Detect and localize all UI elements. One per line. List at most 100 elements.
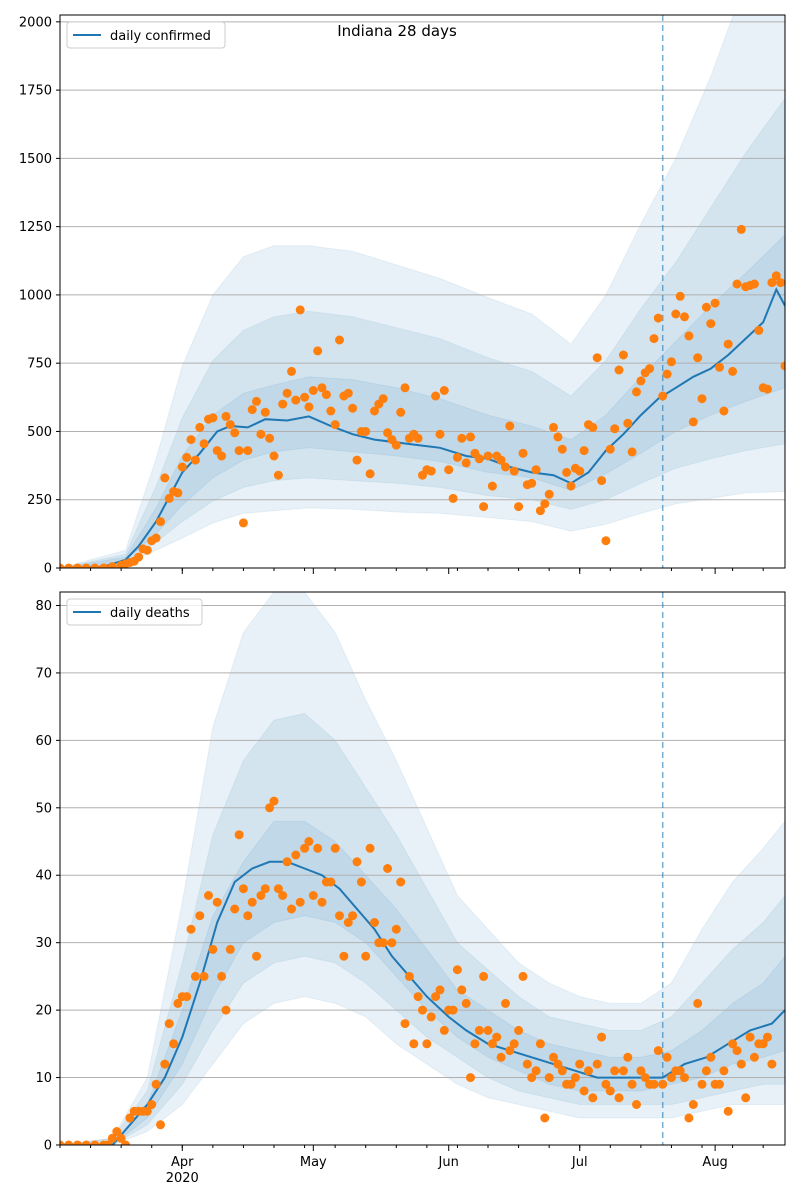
observed-point xyxy=(112,1127,122,1136)
observed-point xyxy=(527,478,537,488)
observed-point xyxy=(666,1073,676,1083)
observed-point xyxy=(653,1046,663,1056)
observed-point xyxy=(723,339,733,349)
observed-point xyxy=(352,455,362,465)
observed-point xyxy=(269,796,279,806)
observed-point xyxy=(234,830,244,840)
observed-point xyxy=(107,1133,117,1143)
observed-point xyxy=(601,536,611,546)
observed-point xyxy=(370,918,379,927)
observed-point xyxy=(693,353,703,363)
observed-point xyxy=(378,938,388,948)
plot-area xyxy=(60,592,785,1145)
observed-point xyxy=(409,1039,419,1049)
y-tick-label: 1250 xyxy=(19,220,52,235)
observed-point xyxy=(496,455,506,465)
observed-point xyxy=(396,407,406,417)
observed-point xyxy=(662,369,672,379)
observed-point xyxy=(588,1093,598,1103)
observed-point xyxy=(505,1046,515,1056)
observed-point xyxy=(238,884,248,894)
observed-point xyxy=(492,1032,502,1042)
observed-point xyxy=(570,1073,580,1083)
observed-point xyxy=(658,391,668,401)
observed-point xyxy=(422,1039,432,1049)
observed-point xyxy=(431,992,441,1002)
observed-point xyxy=(352,857,362,867)
observed-point xyxy=(549,1052,558,1062)
observed-point xyxy=(736,224,746,234)
observed-point xyxy=(509,1039,519,1049)
observed-point xyxy=(313,843,323,853)
observed-point xyxy=(160,473,170,483)
observed-point xyxy=(592,1059,602,1069)
observed-point xyxy=(142,1106,152,1116)
observed-point xyxy=(584,1066,593,1076)
observed-point xyxy=(763,384,772,394)
observed-point xyxy=(225,944,235,954)
observed-point xyxy=(256,429,266,439)
observed-point xyxy=(317,383,327,393)
x-tick-label: Apr xyxy=(171,1155,194,1170)
confidence-band-inner xyxy=(60,820,785,1145)
observed-point xyxy=(186,924,196,934)
observed-point xyxy=(457,985,467,995)
observed-point xyxy=(365,469,375,479)
observed-point xyxy=(448,493,458,503)
observed-point xyxy=(330,843,340,853)
observed-point xyxy=(439,386,449,395)
observed-point xyxy=(649,334,659,344)
y-tick-label: 1750 xyxy=(19,84,52,99)
axes-frame xyxy=(59,591,786,1146)
observed-point xyxy=(688,417,698,427)
observed-point xyxy=(247,405,257,415)
observed-point xyxy=(199,971,209,981)
observed-point xyxy=(531,465,541,475)
observed-point xyxy=(776,278,785,288)
observed-point xyxy=(81,563,91,568)
observed-point xyxy=(601,1079,611,1089)
y-tick-label: 30 xyxy=(35,936,52,951)
observed-point xyxy=(732,1046,742,1056)
observed-point xyxy=(278,891,288,900)
observed-point xyxy=(588,422,598,432)
observed-point xyxy=(697,1079,707,1089)
observed-point xyxy=(287,366,296,376)
observed-point xyxy=(448,1005,458,1015)
observed-point xyxy=(190,971,200,981)
observed-point xyxy=(295,897,305,907)
y-tick-label: 50 xyxy=(35,801,52,816)
x-tick-label: Aug xyxy=(702,1155,727,1170)
observed-point xyxy=(64,1140,74,1145)
observed-point xyxy=(291,395,301,405)
observed-point xyxy=(396,877,406,887)
observed-point xyxy=(706,319,716,329)
observed-point xyxy=(370,406,379,416)
observed-point xyxy=(675,1066,685,1076)
observed-point xyxy=(343,918,353,927)
observed-point xyxy=(295,305,305,315)
observed-point xyxy=(771,271,781,281)
observed-point xyxy=(151,533,161,543)
y-tick-label: 2000 xyxy=(19,15,52,30)
observed-point xyxy=(636,1066,646,1076)
y-tick-label: 250 xyxy=(27,493,52,508)
observed-point xyxy=(321,390,331,400)
y-tick-label: 750 xyxy=(27,357,52,372)
legend-label: daily deaths xyxy=(110,606,190,621)
legend-frame xyxy=(66,21,226,49)
observed-point xyxy=(715,362,724,372)
observed-point xyxy=(90,1140,100,1145)
observed-point xyxy=(544,1073,554,1083)
observed-point xyxy=(544,489,554,499)
legend-frame xyxy=(66,598,203,626)
observed-point xyxy=(487,1039,497,1049)
observed-point xyxy=(383,428,393,438)
observed-point xyxy=(177,462,187,472)
chart-title: Indiana 28 days xyxy=(337,22,457,40)
observed-point xyxy=(632,387,641,397)
observed-point xyxy=(579,446,589,456)
observed-point xyxy=(107,562,117,568)
observed-point xyxy=(540,499,550,509)
observed-point xyxy=(418,1005,427,1015)
